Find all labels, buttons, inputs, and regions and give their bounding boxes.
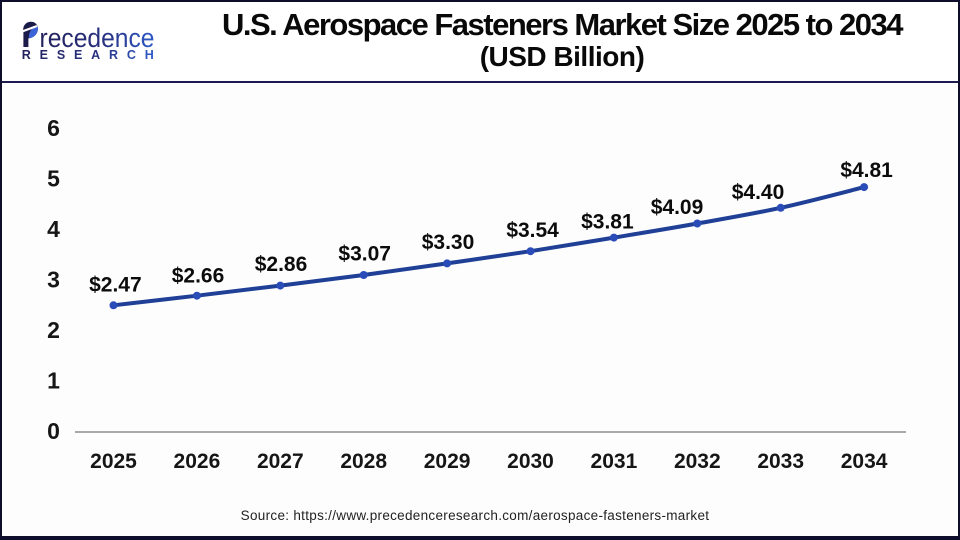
svg-text:2026: 2026	[174, 450, 221, 473]
svg-text:$2.66: $2.66	[172, 264, 225, 287]
svg-text:5: 5	[47, 166, 60, 192]
svg-text:$3.30: $3.30	[422, 231, 475, 254]
svg-text:2031: 2031	[591, 450, 638, 473]
svg-text:$3.81: $3.81	[581, 210, 634, 233]
svg-text:$4.09: $4.09	[651, 196, 704, 219]
svg-text:1: 1	[47, 368, 60, 394]
svg-text:0: 0	[47, 418, 60, 444]
svg-text:4: 4	[47, 216, 60, 242]
svg-text:$3.07: $3.07	[338, 243, 391, 266]
svg-text:2033: 2033	[757, 450, 804, 473]
svg-text:2028: 2028	[340, 450, 387, 473]
svg-text:2027: 2027	[257, 450, 304, 473]
svg-text:2025: 2025	[90, 450, 137, 473]
svg-text:2029: 2029	[424, 450, 471, 473]
svg-text:$2.86: $2.86	[255, 253, 308, 276]
svg-text:2: 2	[47, 317, 60, 343]
svg-text:2032: 2032	[674, 450, 721, 473]
svg-text:$2.47: $2.47	[89, 274, 142, 297]
svg-text:recedence: recedence	[40, 23, 155, 53]
svg-text:$4.81: $4.81	[840, 159, 893, 182]
svg-text:3: 3	[47, 267, 60, 293]
svg-text:2034: 2034	[841, 450, 888, 473]
svg-text:$3.54: $3.54	[506, 219, 559, 242]
svg-text:6: 6	[47, 115, 60, 141]
svg-text:$4.40: $4.40	[732, 181, 785, 204]
svg-text:2030: 2030	[507, 450, 554, 473]
